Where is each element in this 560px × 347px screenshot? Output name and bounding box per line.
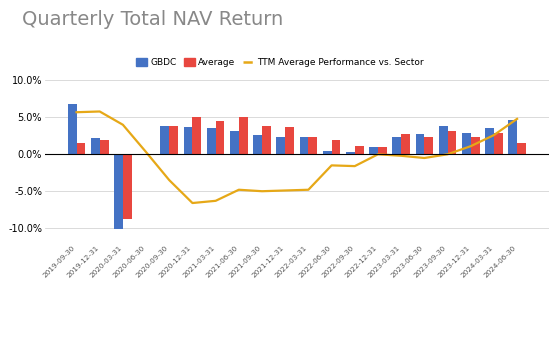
Bar: [114, 154, 123, 229]
Bar: [471, 137, 479, 154]
Bar: [285, 127, 294, 154]
Bar: [485, 128, 494, 154]
Bar: [369, 147, 378, 154]
Bar: [447, 132, 456, 154]
Bar: [123, 154, 132, 219]
Bar: [193, 117, 201, 154]
Bar: [216, 121, 225, 154]
Bar: [207, 128, 216, 154]
Bar: [91, 138, 100, 154]
Bar: [401, 134, 410, 154]
Bar: [424, 137, 433, 154]
Bar: [161, 126, 169, 154]
Bar: [300, 137, 309, 154]
Bar: [393, 137, 401, 154]
Bar: [68, 104, 77, 154]
Bar: [169, 126, 178, 154]
Bar: [239, 117, 248, 154]
Bar: [494, 133, 503, 154]
Bar: [323, 151, 332, 154]
Text: Quarterly Total NAV Return: Quarterly Total NAV Return: [22, 10, 284, 29]
Bar: [355, 146, 363, 154]
Bar: [253, 135, 262, 154]
Bar: [378, 147, 387, 154]
Bar: [508, 120, 517, 154]
Bar: [438, 126, 447, 154]
Bar: [309, 137, 317, 154]
Bar: [230, 132, 239, 154]
Bar: [332, 139, 340, 154]
Bar: [184, 127, 193, 154]
Bar: [77, 143, 85, 154]
Bar: [262, 126, 271, 154]
Bar: [346, 152, 355, 154]
Bar: [100, 140, 109, 154]
Legend: GBDC, Average, TTM Average Performance vs. Sector: GBDC, Average, TTM Average Performance v…: [136, 58, 424, 67]
Bar: [462, 133, 471, 154]
Bar: [416, 134, 424, 154]
Bar: [277, 137, 285, 154]
Bar: [517, 143, 526, 154]
